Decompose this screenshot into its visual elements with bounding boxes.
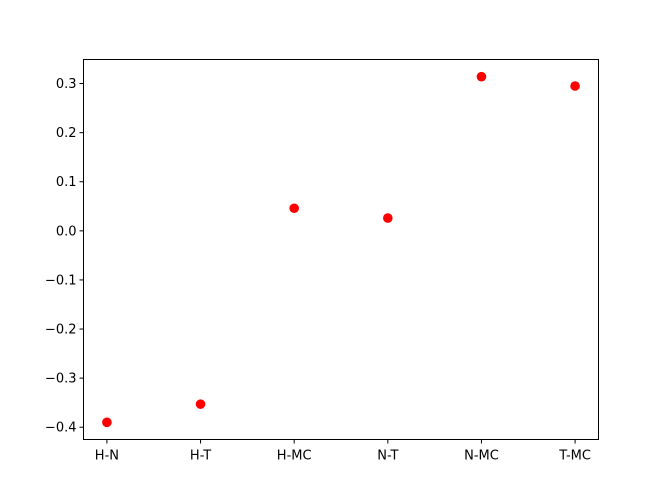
plot-frame <box>83 59 599 440</box>
x-tick-label: H-T <box>190 449 211 464</box>
data-point <box>195 399 206 409</box>
data-point <box>383 213 393 223</box>
x-tick-label: H-N <box>95 449 119 464</box>
y-tick-label: 0.2 <box>56 126 77 141</box>
y-tick-label: −0.2 <box>45 323 77 338</box>
data-point <box>102 417 112 428</box>
x-tick-label: N-T <box>377 449 398 464</box>
y-tick-label: 0.3 <box>56 77 77 92</box>
y-tick-label: −0.1 <box>45 273 77 288</box>
x-tick-label: N-MC <box>464 449 499 464</box>
y-tick-label: 0.0 <box>56 224 77 239</box>
data-point <box>289 203 299 214</box>
data-point <box>476 71 487 82</box>
ticks-layer: −0.4 −0.3 −0.2 −0.1 0.0 0.1 0.2 0.3 H-N H-T H-MC N-… <box>45 77 591 463</box>
x-tick-label: H-MC <box>277 449 312 464</box>
y-tick-label: −0.4 <box>45 421 77 436</box>
data-point <box>570 81 580 91</box>
points-layer <box>102 71 580 428</box>
y-tick-label: −0.3 <box>45 372 77 387</box>
y-tick-label: 0.1 <box>56 175 77 190</box>
x-tick-label: T-MC <box>558 449 591 464</box>
